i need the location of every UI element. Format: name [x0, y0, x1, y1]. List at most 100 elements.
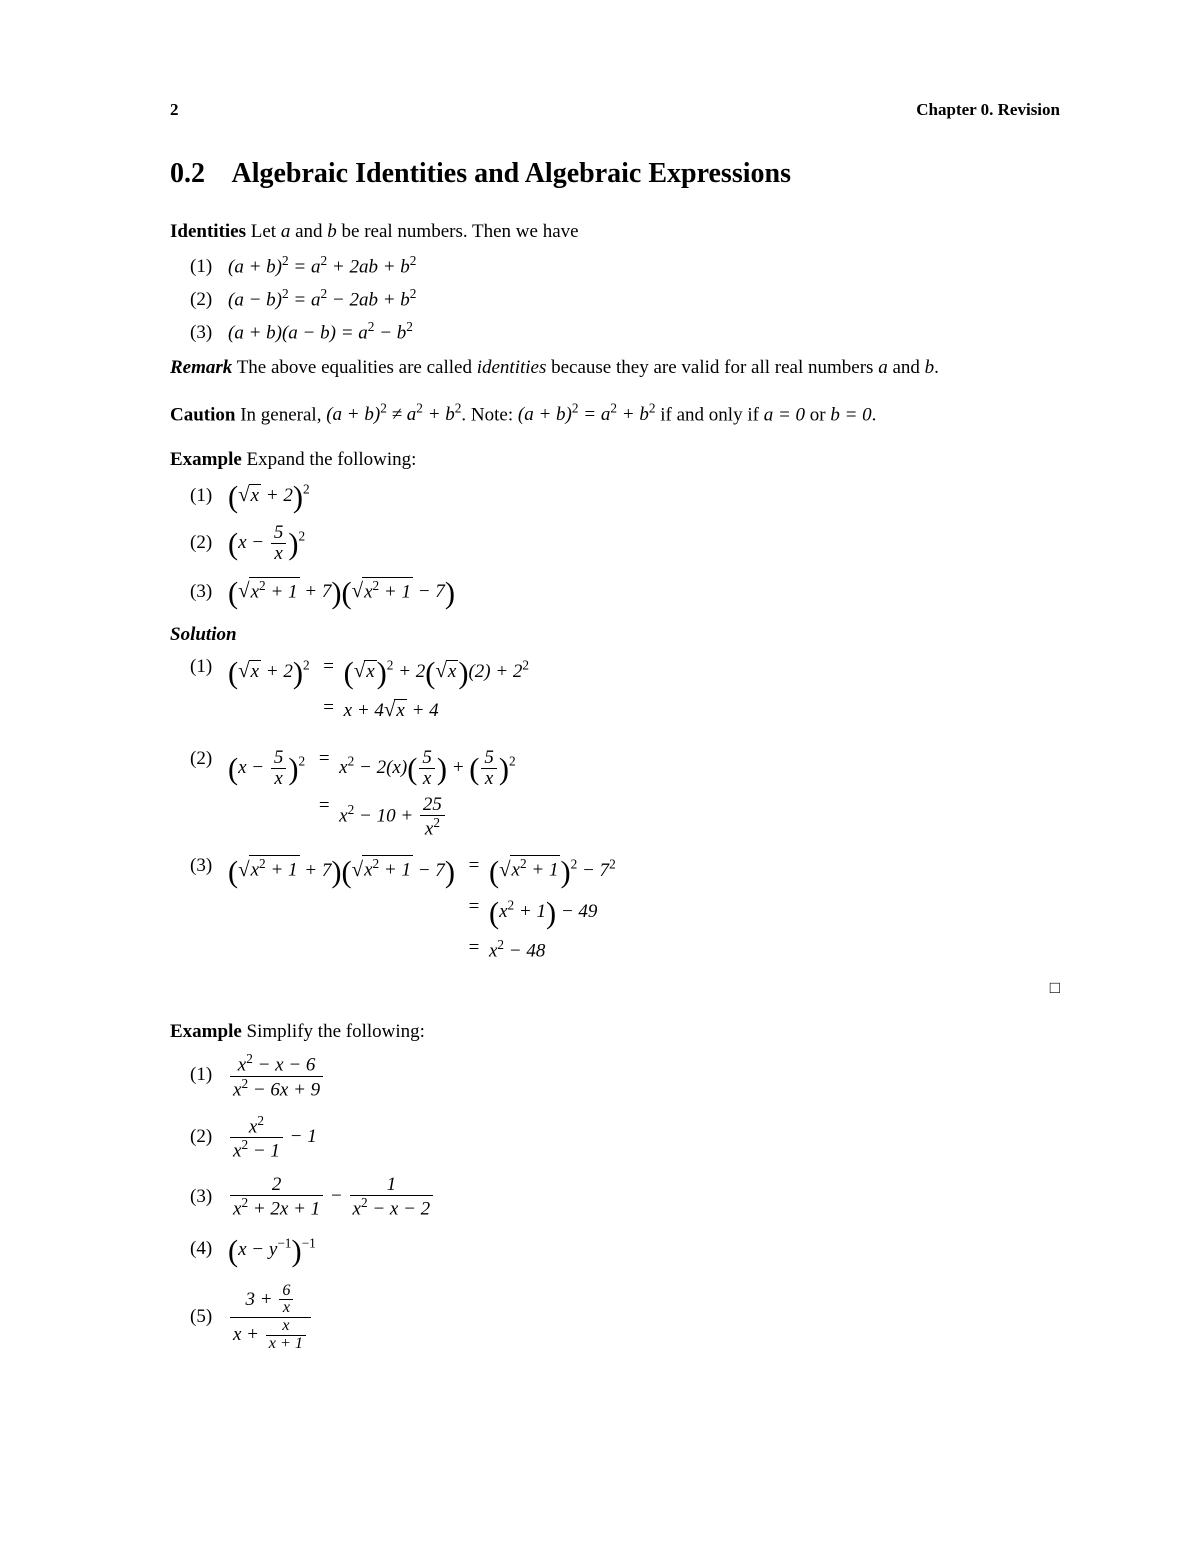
- cond: a = 0: [764, 404, 805, 425]
- sol-2-line-1: (2) (x − 5x)2 = x2 − 2(x)(5x) + (5x)2: [170, 748, 1060, 789]
- example-instr: Expand the following:: [242, 449, 417, 470]
- equals-sign: =: [313, 748, 335, 770]
- expression: (√x2 + 1 + 7)(√x2 + 1 − 7): [228, 576, 455, 611]
- page: 2 Chapter 0. Revision 0.2 Algebraic Iden…: [0, 0, 1200, 1553]
- item-number: (3): [190, 322, 228, 344]
- text: Let: [251, 221, 281, 242]
- sol-2-line-2: (x − 5x)2 = x2 − 10 + 25x2: [170, 795, 1060, 839]
- sol-3-line-3: (√x2 + 1 + 7)(√x2 + 1 − 7) = x2 − 48: [170, 937, 1060, 972]
- identities-label: Identities: [170, 221, 246, 242]
- equals-sign: =: [313, 795, 335, 817]
- example-label: Example: [170, 1021, 242, 1042]
- chapter-header: Chapter 0. Revision: [916, 100, 1060, 120]
- remark-para: Remark The above equalities are called i…: [170, 354, 1060, 383]
- equals-sign: =: [318, 697, 340, 719]
- example-label: Example: [170, 449, 242, 470]
- cond: b = 0: [830, 404, 871, 425]
- solution-label: Solution: [170, 621, 1060, 650]
- item-number: (5): [190, 1306, 228, 1328]
- text: be real numbers. Then we have: [337, 221, 579, 242]
- expression: (x − 5x)2: [228, 523, 305, 564]
- item-number: (3): [190, 581, 228, 603]
- equals-sign: =: [463, 855, 485, 877]
- ex2-item-1: (1) x2 − x − 6x2 − 6x + 9: [190, 1052, 1060, 1100]
- emph: identities: [477, 357, 547, 378]
- formula: (a + b)(a − b) = a2 − b2: [228, 319, 413, 344]
- section-number: 0.2: [170, 158, 205, 189]
- example2-list: (1) x2 − x − 6x2 − 6x + 9 (2) x2x2 − 1 −…: [170, 1052, 1060, 1353]
- page-number: 2: [170, 100, 179, 120]
- var-a: a: [281, 221, 291, 242]
- item-number: (3): [190, 855, 228, 877]
- formula: (a + b)2 = a2 + b2: [518, 404, 656, 425]
- rhs: x2 − 48: [485, 937, 1060, 962]
- rhs: x + 4√x + 4: [340, 697, 1060, 722]
- identities-list: (1) (a + b)2 = a2 + 2ab + b2 (2) (a − b)…: [170, 253, 1060, 345]
- expression: 3 + 6x x + xx + 1: [228, 1283, 313, 1354]
- item-number: (2): [190, 289, 228, 311]
- formula: (a − b)2 = a2 − 2ab + b2: [228, 286, 416, 311]
- text: and: [290, 221, 327, 242]
- rhs: x2 − 10 + 25x2: [335, 795, 1060, 839]
- item-number: (1): [190, 485, 228, 507]
- identity-1: (1) (a + b)2 = a2 + 2ab + b2: [190, 253, 1060, 278]
- ex1-item-2: (2) (x − 5x)2: [190, 523, 1060, 564]
- ex2-item-2: (2) x2x2 − 1 − 1: [190, 1114, 1060, 1162]
- example1-heading: Example Expand the following:: [170, 446, 1060, 475]
- lhs: (√x2 + 1 + 7)(√x2 + 1 − 7): [228, 855, 463, 890]
- expression: (√x + 2)2: [228, 480, 310, 515]
- ex1-item-1: (1) (√x + 2)2: [190, 480, 1060, 515]
- note-label: Note:: [466, 404, 518, 425]
- rhs: (√x)2 + 2(√x)(2) + 22: [340, 656, 1060, 691]
- text: and: [888, 357, 925, 378]
- text: if and only if: [656, 404, 764, 425]
- expression: (x − y−1)−1: [228, 1234, 316, 1269]
- example-instr: Simplify the following:: [242, 1021, 425, 1042]
- item-number: (4): [190, 1238, 228, 1260]
- var-b: b: [925, 357, 935, 378]
- text: because they are valid for all real numb…: [546, 357, 878, 378]
- item-number: (2): [190, 1126, 228, 1148]
- dot: .: [934, 357, 939, 378]
- qed-symbol: □: [1050, 978, 1060, 998]
- item-number: (1): [190, 656, 228, 678]
- sol-1-line-2: (√x + 2)2 = x + 4√x + 4: [170, 697, 1060, 732]
- identity-2: (2) (a − b)2 = a2 − 2ab + b2: [190, 286, 1060, 311]
- rhs: x2 − 2(x)(5x) + (5x)2: [335, 748, 1060, 789]
- ex2-item-3: (3) 2x2 + 2x + 1 − 1x2 − x − 2: [190, 1175, 1060, 1219]
- identity-3: (3) (a + b)(a − b) = a2 − b2: [190, 319, 1060, 344]
- caution-para: Caution In general, (a + b)2 ≠ a2 + b2. …: [170, 399, 1060, 430]
- item-number: (1): [190, 256, 228, 278]
- ex2-item-4: (4) (x − y−1)−1: [190, 1234, 1060, 1269]
- item-number: (1): [190, 1064, 228, 1086]
- lhs: (√x + 2)2: [228, 656, 318, 691]
- expression: 2x2 + 2x + 1 − 1x2 − x − 2: [228, 1175, 435, 1219]
- ex1-item-3: (3) (√x2 + 1 + 7)(√x2 + 1 − 7): [190, 576, 1060, 611]
- formula: (a + b)2 ≠ a2 + b2: [326, 404, 461, 425]
- sol-3-line-1: (3) (√x2 + 1 + 7)(√x2 + 1 − 7) = (√x2 + …: [170, 855, 1060, 890]
- dot: .: [872, 404, 877, 425]
- rhs: (x2 + 1) − 49: [485, 896, 1060, 931]
- var-b: b: [327, 221, 337, 242]
- caution-label: Caution: [170, 404, 235, 425]
- formula: (a + b)2 = a2 + 2ab + b2: [228, 253, 416, 278]
- section-heading: Algebraic Identities and Algebraic Expre…: [231, 158, 791, 189]
- section-title: 0.2 Algebraic Identities and Algebraic E…: [170, 158, 1060, 190]
- text: In general,: [235, 404, 326, 425]
- lhs: (x − 5x)2: [228, 748, 313, 789]
- expression: x2 − x − 6x2 − 6x + 9: [228, 1052, 325, 1100]
- example1-list: (1) (√x + 2)2 (2) (x − 5x)2 (3) (√x2 + 1…: [170, 480, 1060, 611]
- identities-intro: Identities Let a and b be real numbers. …: [170, 218, 1060, 247]
- text: The above equalities are called: [232, 357, 476, 378]
- sol-3-line-2: (√x2 + 1 + 7)(√x2 + 1 − 7) = (x2 + 1) − …: [170, 896, 1060, 931]
- remark-label: Remark: [170, 357, 232, 378]
- example2-heading: Example Simplify the following:: [170, 1018, 1060, 1047]
- item-number: (2): [190, 748, 228, 770]
- var-a: a: [878, 357, 888, 378]
- equals-sign: =: [463, 896, 485, 918]
- sol-1-line-1: (1) (√x + 2)2 = (√x)2 + 2(√x)(2) + 22: [170, 656, 1060, 691]
- ex2-item-5: (5) 3 + 6x x + xx + 1: [190, 1283, 1060, 1354]
- equals-sign: =: [463, 937, 485, 959]
- item-number: (3): [190, 1186, 228, 1208]
- page-header: 2 Chapter 0. Revision: [170, 100, 1060, 120]
